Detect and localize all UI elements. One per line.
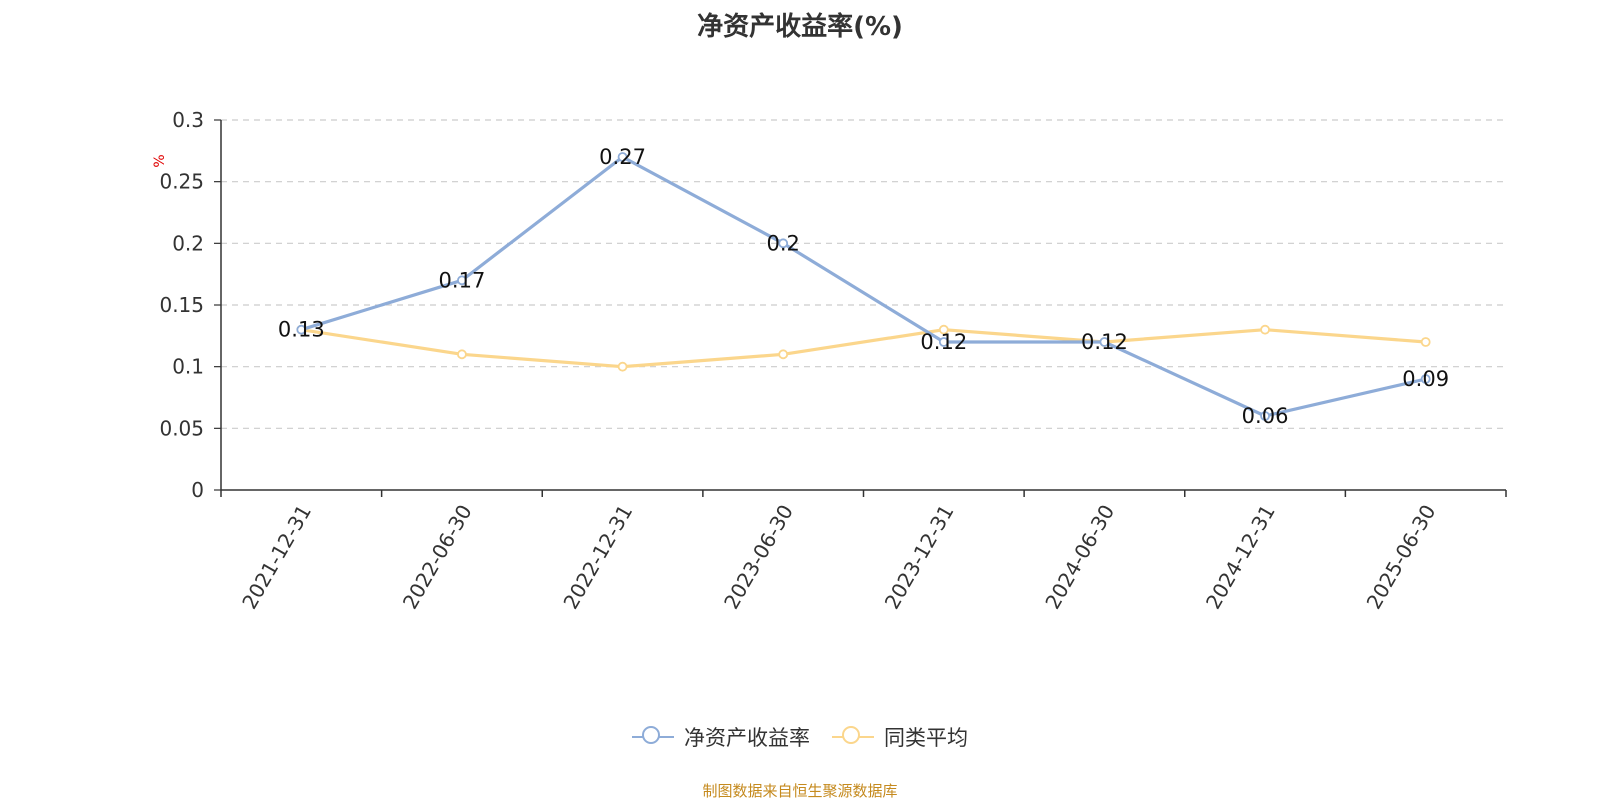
data-point <box>1420 337 1431 347</box>
legend-label: 净资产收益率 <box>684 726 810 750</box>
data-label: 0.2 <box>766 231 799 255</box>
data-label: 0.12 <box>1081 330 1128 354</box>
x-tick-label: 2021-12-31 <box>237 501 316 614</box>
data-point <box>457 349 467 360</box>
data-point <box>778 349 789 360</box>
data-point <box>457 275 467 286</box>
legend-swatch-icon <box>632 725 674 749</box>
series-line-peer-average <box>299 328 1428 369</box>
data-label: 0.17 <box>439 268 486 292</box>
data-label: 0.09 <box>1402 367 1449 391</box>
legend: 净资产收益率 同类平均 <box>0 722 1600 752</box>
data-point <box>1260 411 1270 421</box>
x-tick-label: 2023-06-30 <box>719 501 798 614</box>
series-lines <box>296 152 1431 421</box>
data-point <box>1420 374 1431 384</box>
series-line-roe <box>299 155 1428 418</box>
x-tick-label: 2022-06-30 <box>398 501 477 614</box>
data-label: 0.12 <box>920 330 967 354</box>
legend-item-peer-average[interactable]: 同类平均 <box>832 722 968 752</box>
axes: 0 0.05 0.1 0.15 0.2 0.25 0.3% 2021-12-31 2022-06… <box>152 108 1507 614</box>
y-tick-label: 0.05 <box>159 416 204 440</box>
y-tick-label: 0.25 <box>159 170 204 194</box>
y-tick-label: 0 <box>191 478 204 502</box>
x-tick-label: 2025-06-30 <box>1362 501 1441 614</box>
y-tick-label: 0.1 <box>172 355 204 379</box>
x-tick-label: 2024-12-31 <box>1201 501 1280 614</box>
y-tick-label: 0.15 <box>159 293 204 317</box>
data-point <box>778 238 789 249</box>
legend-swatch-icon <box>832 725 874 749</box>
chart-title: 净资产收益率(%) <box>697 12 903 42</box>
data-point <box>617 361 628 372</box>
grid-lines <box>221 119 1506 429</box>
data-label: 0.27 <box>599 145 646 169</box>
data-point <box>1260 324 1270 335</box>
data-point <box>617 152 628 162</box>
x-tick-label: 2024-06-30 <box>1040 501 1119 614</box>
data-point <box>296 324 307 335</box>
data-label: 0.06 <box>1242 404 1289 428</box>
data-point <box>938 324 949 335</box>
y-tick-label: 0.3 <box>172 108 204 132</box>
y-axis-unit: % <box>152 154 168 167</box>
legend-item-roe[interactable]: 净资产收益率 <box>632 722 810 752</box>
data-label: 0.13 <box>278 318 325 342</box>
data-labels: 0.13 0.17 0.27 0.2 0.12 0.12 0.06 0.09 <box>278 145 1449 428</box>
legend-label: 同类平均 <box>884 726 968 750</box>
data-point <box>938 337 949 347</box>
data-point <box>1099 337 1110 347</box>
y-tick-label: 0.2 <box>172 231 204 255</box>
x-tick-label: 2022-12-31 <box>558 501 637 614</box>
data-source-note: 制图数据来自恒生聚源数据库 <box>702 782 898 800</box>
x-tick-label: 2023-12-31 <box>880 501 959 614</box>
